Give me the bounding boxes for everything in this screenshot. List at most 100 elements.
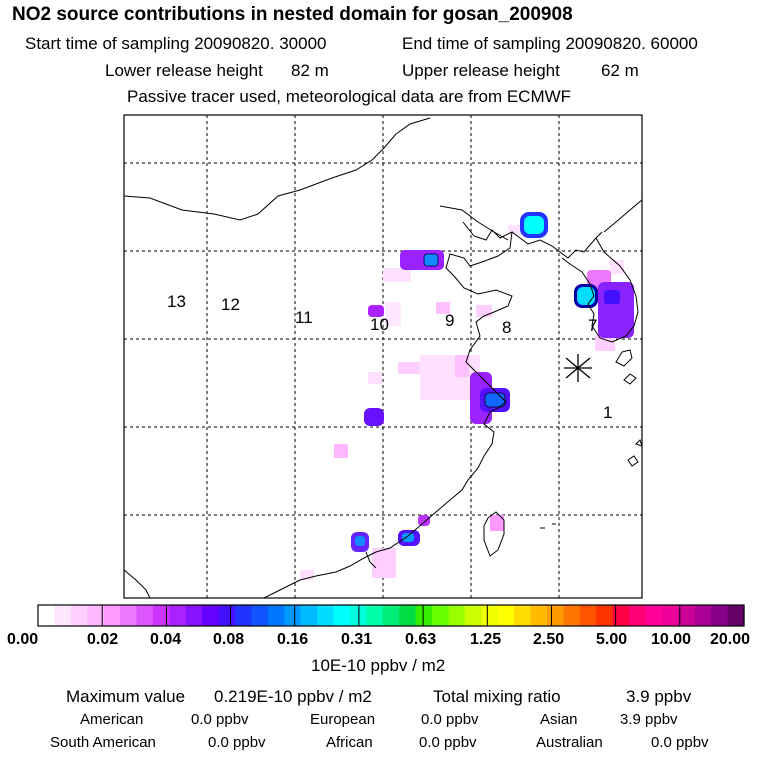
colorbar-cell [317, 605, 335, 626]
colorbar-cell [497, 605, 515, 626]
plume-beijing-core [423, 253, 439, 267]
colorbar-cell [579, 605, 597, 626]
plume-xiamen-core [402, 533, 414, 542]
plume-light-central [334, 444, 348, 458]
colorbar-cell [432, 605, 450, 626]
colorbar-cell [464, 605, 482, 626]
colorbar-cell [202, 605, 220, 626]
plume-light-anhui [455, 355, 469, 377]
region-label-8: 8 [502, 318, 512, 337]
colorbar-tick: 0.16 [277, 631, 309, 648]
plume-korea-core [604, 290, 620, 304]
colorbar-cell [514, 605, 532, 626]
colorbar-tick: 5.00 [596, 631, 628, 648]
colorbar-cell [727, 605, 745, 626]
region-label-7: 7 [588, 316, 598, 335]
colorbar-cell [185, 605, 203, 626]
colorbar-cell [136, 605, 154, 626]
colorbar [38, 605, 745, 626]
lower-height-label: Lower release height [105, 61, 263, 80]
upper-height-label: Upper release height [402, 61, 560, 80]
colorbar-cell [563, 605, 581, 626]
info-line: Passive tracer used, meteorological data… [127, 87, 572, 106]
colorbar-cell [596, 605, 614, 626]
colorbar-cell [448, 605, 466, 626]
plume-light-shandong [436, 302, 450, 314]
total-mixing-label: Total mixing ratio [433, 687, 561, 706]
plume-light-south [372, 548, 396, 578]
plume-light-ne [508, 225, 520, 235]
total-mixing-value: 3.9 ppbv [626, 687, 692, 706]
colorbar-cell [300, 605, 318, 626]
colorbar-cell [481, 605, 499, 626]
plume-light-sw [300, 570, 314, 580]
map-area [124, 115, 642, 598]
colorbar-dividers [101, 605, 681, 626]
plume-light-henan [385, 302, 401, 326]
stat-value: 3.9 ppbv [620, 711, 678, 728]
colorbar-unit: 10E-10 ppbv / m2 [311, 656, 446, 675]
colorbar-cell [366, 605, 384, 626]
stat-value: 0.0 ppbv [191, 711, 249, 728]
colorbar-cell [678, 605, 696, 626]
colorbar-tick: 0.31 [341, 631, 373, 648]
region-label-1: 1 [603, 403, 613, 422]
plume-light-west [368, 372, 382, 384]
colorbar-cell [546, 605, 564, 626]
colorbar-cell [711, 605, 729, 626]
colorbar-tick: 0.00 [7, 631, 39, 648]
colorbar-cell [694, 605, 712, 626]
colorbar-cell [38, 605, 56, 626]
plume-light-korea-south [595, 335, 615, 351]
colorbar-cell [54, 605, 72, 626]
stat-value: 0.0 ppbv [208, 734, 266, 751]
stat-label: Asian [540, 711, 578, 728]
receptor-marker [564, 354, 592, 382]
region-label-12: 12 [221, 295, 240, 314]
plume-fuzhou [418, 515, 430, 526]
colorbar-cell [645, 605, 663, 626]
colorbar-cell [120, 605, 138, 626]
colorbar-cell [382, 605, 400, 626]
plume-zhengzhou [368, 305, 384, 317]
plume-dalian [524, 216, 544, 234]
stat-label: South American [50, 734, 156, 751]
plume-light-qingdao [476, 305, 492, 317]
colorbar-cell [399, 605, 417, 626]
colorbar-tick: 0.63 [405, 631, 437, 648]
plume-guangzhou-core [355, 536, 365, 546]
stat-label: American [80, 711, 144, 728]
stat-value: 0.0 ppbv [421, 711, 479, 728]
plume-taiwan [490, 515, 504, 531]
colorbar-frame [37, 604, 745, 627]
colorbar-tick: 2.50 [533, 631, 565, 648]
colorbar-cell [629, 605, 647, 626]
colorbar-cell [152, 605, 170, 626]
stat-value: 0.0 ppbv [651, 734, 709, 751]
colorbar-cell [612, 605, 630, 626]
plume-light-north [383, 268, 411, 282]
colorbar-cell [169, 605, 187, 626]
upper-height-value: 62 m [601, 61, 639, 80]
plume-layer [300, 212, 634, 580]
colorbar-tick: 1.25 [470, 631, 502, 648]
plot-frame [123, 114, 643, 599]
end-time-label: End time of sampling 20090820. 60000 [402, 34, 698, 53]
colorbar-cell [530, 605, 548, 626]
colorbar-tick: 0.02 [87, 631, 119, 648]
stat-value: 0.0 ppbv [419, 734, 477, 751]
max-value: 0.219E-10 ppbv / m2 [214, 687, 372, 706]
colorbar-cell [267, 605, 285, 626]
grid-lines [124, 115, 642, 598]
colorbar-cell [333, 605, 351, 626]
region-label-10: 10 [370, 315, 389, 334]
colorbar-cell [70, 605, 88, 626]
stat-label: European [310, 711, 376, 728]
stat-label: Australian [536, 734, 603, 751]
colorbar-tick: 0.04 [150, 631, 182, 648]
colorbar-cell [235, 605, 253, 626]
colorbar-cell [661, 605, 679, 626]
colorbar-cell [103, 605, 121, 626]
colorbar-tick: 20.00 [710, 631, 751, 648]
